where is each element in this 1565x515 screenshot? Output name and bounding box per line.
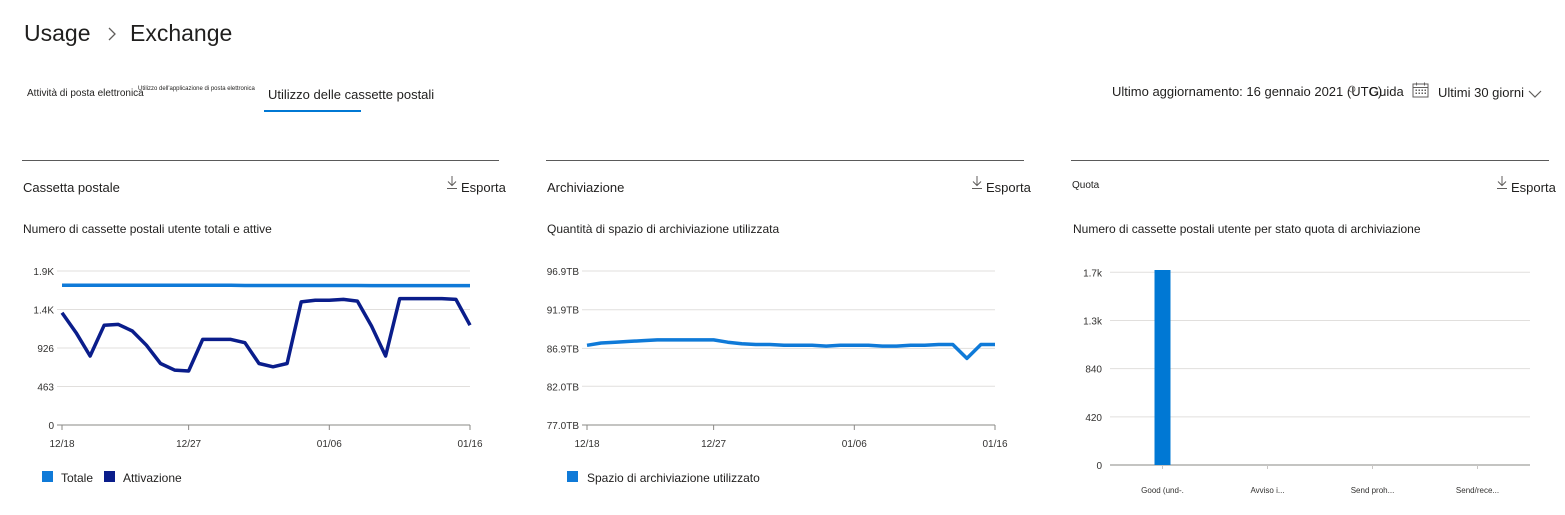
y-tick-label: 1.3k [1083, 316, 1103, 327]
breadcrumb-root[interactable]: Usage [24, 20, 91, 46]
download-icon[interactable] [446, 175, 458, 195]
y-tick-label: 96.9TB [547, 267, 580, 278]
calendar-icon[interactable] [1412, 82, 1429, 103]
tab-mailbox-usage[interactable]: Utilizzo delle cassette postali [268, 87, 435, 102]
x-tick-label: Send/rece... [1456, 486, 1499, 495]
x-tick-label: 01/16 [457, 439, 482, 450]
panel-title-storage: Archiviazione [547, 180, 625, 195]
panel-title-quota: Quota [1072, 180, 1100, 191]
active-tab-indicator [264, 110, 361, 112]
chart-subtitle: Quantità di spazio di archiviazione util… [547, 222, 780, 236]
chevron-right-icon [106, 22, 118, 51]
y-tick-label: 1.9K [33, 267, 54, 278]
legend-swatch-total [42, 471, 53, 482]
export-button[interactable]: Esporta [986, 180, 1031, 195]
export-button[interactable]: Esporta [461, 180, 506, 195]
panel-divider [546, 160, 1024, 161]
download-icon[interactable] [971, 175, 983, 195]
bar [1154, 270, 1171, 465]
panel-divider [1071, 160, 1549, 161]
series-line [586, 338, 995, 361]
tab-email-app-usage[interactable]: Utilizzo dell'applicazione di posta elet… [138, 86, 255, 92]
panel-title-mailbox: Cassetta postale [23, 180, 120, 195]
chart-subtitle: Numero di cassette postali utente totali… [23, 222, 272, 236]
x-tick-label: 12/18 [574, 439, 599, 450]
x-tick-label: Good (und-. [1141, 486, 1184, 495]
y-tick-label: 840 [1085, 365, 1102, 376]
y-tick-label: 82.0TB [547, 382, 580, 393]
y-tick-label: 420 [1085, 413, 1102, 424]
legend-label-active: Attivazione [123, 471, 182, 485]
export-button[interactable]: Esporta [1511, 180, 1556, 195]
chevron-down-icon[interactable] [1528, 86, 1542, 104]
x-tick-label: 12/18 [49, 439, 74, 450]
series-line [60, 296, 472, 373]
tab-email-activity[interactable]: Attività di posta elettronica [27, 88, 144, 99]
legend-swatch-storage [567, 471, 578, 482]
y-tick-label: 91.9TB [547, 306, 580, 317]
x-tick-label: Send proh... [1351, 486, 1395, 495]
x-tick-label: 01/06 [317, 439, 342, 450]
chart-subtitle: Numero di cassette postali utente per st… [1073, 222, 1421, 236]
breadcrumb-current: Exchange [130, 20, 233, 46]
legend-label-total: Totale [61, 471, 94, 485]
y-tick-label: 463 [37, 383, 54, 394]
y-tick-label: 86.9TB [547, 344, 580, 355]
x-tick-label: 01/06 [842, 439, 867, 450]
info-icon[interactable] [1348, 80, 1356, 98]
last-update-text: Ultimo aggiornamento: 16 gennaio 2021 (U… [1112, 84, 1383, 99]
period-selector[interactable]: Ultimi 30 giorni [1438, 85, 1524, 100]
download-icon[interactable] [1496, 175, 1508, 195]
y-tick-label: 0 [1096, 461, 1102, 472]
y-tick-label: 1.7k [1083, 268, 1103, 279]
x-tick-label: Avviso i... [1250, 486, 1284, 495]
y-tick-label: 1.4K [33, 306, 54, 317]
y-tick-label: 926 [37, 344, 54, 355]
guide-link[interactable]: Guida [1369, 84, 1404, 99]
panel-divider [22, 160, 499, 161]
y-tick-label: 0 [48, 421, 54, 432]
mailbox-line-chart: 0 463 926 1.4K 1.9K 12/18 12/27 01/06 01/16 [33, 267, 483, 450]
legend-swatch-active [104, 471, 115, 482]
x-tick-label: 12/27 [701, 439, 726, 450]
x-tick-label: 01/16 [982, 439, 1007, 450]
quota-bar-chart: 0 420 840 1.3k 1.7k Good (und-. Avviso i... Sen… [1083, 268, 1530, 495]
x-tick-label: 12/27 [176, 439, 201, 450]
y-tick-label: 77.0TB [547, 421, 580, 432]
storage-line-chart: 77.0TB 82.0TB 86.9TB 91.9TB 96.9TB 12/18 12/27… [547, 267, 1008, 450]
legend-label-storage: Spazio di archiviazione utilizzato [587, 471, 760, 485]
